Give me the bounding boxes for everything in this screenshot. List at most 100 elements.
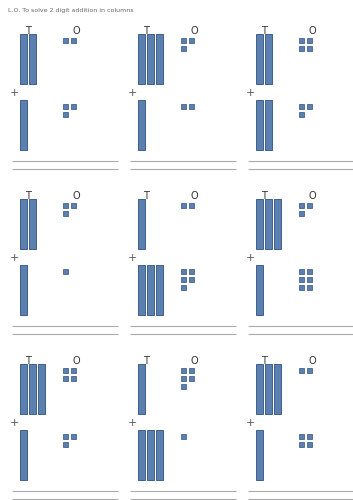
Bar	[156, 430, 163, 480]
Bar	[147, 265, 154, 315]
Bar	[274, 199, 281, 249]
Bar	[189, 38, 194, 43]
Bar	[20, 34, 27, 84]
Text: +: +	[10, 88, 19, 98]
Bar	[307, 442, 312, 447]
Bar	[20, 100, 27, 150]
Bar	[29, 364, 36, 414]
Bar	[307, 285, 312, 290]
Bar	[71, 434, 76, 439]
Bar	[299, 269, 304, 274]
Bar	[63, 211, 68, 216]
Bar	[265, 199, 272, 249]
Text: T: T	[25, 191, 31, 201]
Bar	[181, 203, 186, 208]
Bar	[138, 265, 145, 315]
Bar	[256, 34, 263, 84]
Bar	[256, 265, 263, 315]
Bar	[307, 104, 312, 109]
Bar	[138, 430, 145, 480]
Bar	[189, 376, 194, 381]
Bar	[189, 269, 194, 274]
Bar	[189, 277, 194, 282]
Bar	[299, 104, 304, 109]
Bar	[307, 46, 312, 51]
Bar	[307, 277, 312, 282]
Bar	[181, 104, 186, 109]
Bar	[189, 104, 194, 109]
Bar	[299, 434, 304, 439]
Bar	[63, 112, 68, 117]
Text: +: +	[128, 88, 137, 98]
Text: +: +	[246, 88, 255, 98]
Bar	[299, 442, 304, 447]
Text: L.O. To solve 2 digit addition in columns: L.O. To solve 2 digit addition in column…	[8, 8, 133, 13]
Bar	[147, 430, 154, 480]
Bar	[138, 199, 145, 249]
Bar	[299, 211, 304, 216]
Bar	[256, 199, 263, 249]
Bar	[307, 203, 312, 208]
Bar	[299, 46, 304, 51]
Bar	[299, 368, 304, 373]
Bar	[256, 364, 263, 414]
Text: O: O	[72, 191, 80, 201]
Text: T: T	[261, 356, 267, 366]
Bar	[181, 434, 186, 439]
Bar	[147, 34, 154, 84]
Bar	[156, 34, 163, 84]
Bar	[71, 104, 76, 109]
Text: +: +	[128, 253, 137, 263]
Text: T: T	[25, 356, 31, 366]
Text: O: O	[308, 191, 316, 201]
Bar	[181, 269, 186, 274]
Bar	[265, 100, 272, 150]
Bar	[307, 434, 312, 439]
Bar	[63, 376, 68, 381]
Bar	[181, 46, 186, 51]
Bar	[299, 112, 304, 117]
Bar	[299, 203, 304, 208]
Bar	[63, 38, 68, 43]
Text: +: +	[246, 253, 255, 263]
Bar	[156, 265, 163, 315]
Bar	[29, 34, 36, 84]
Text: T: T	[261, 26, 267, 36]
Bar	[71, 376, 76, 381]
Text: +: +	[246, 418, 255, 428]
Bar	[307, 368, 312, 373]
Text: O: O	[190, 356, 198, 366]
Bar	[20, 364, 27, 414]
Bar	[256, 430, 263, 480]
Bar	[307, 269, 312, 274]
Bar	[181, 368, 186, 373]
Bar	[63, 203, 68, 208]
Bar	[71, 38, 76, 43]
Bar	[20, 265, 27, 315]
Bar	[274, 364, 281, 414]
Text: +: +	[128, 418, 137, 428]
Bar	[71, 203, 76, 208]
Text: O: O	[190, 26, 198, 36]
Bar	[138, 34, 145, 84]
Text: T: T	[143, 26, 149, 36]
Bar	[63, 269, 68, 274]
Bar	[181, 277, 186, 282]
Text: +: +	[10, 418, 19, 428]
Bar	[20, 199, 27, 249]
Bar	[299, 277, 304, 282]
Bar	[189, 368, 194, 373]
Bar	[256, 100, 263, 150]
Text: O: O	[190, 191, 198, 201]
Text: +: +	[10, 253, 19, 263]
Text: O: O	[72, 26, 80, 36]
Bar	[181, 376, 186, 381]
Bar	[138, 364, 145, 414]
Text: T: T	[143, 191, 149, 201]
Bar	[63, 442, 68, 447]
Bar	[299, 285, 304, 290]
Bar	[71, 368, 76, 373]
Text: T: T	[143, 356, 149, 366]
Text: O: O	[308, 356, 316, 366]
Bar	[38, 364, 45, 414]
